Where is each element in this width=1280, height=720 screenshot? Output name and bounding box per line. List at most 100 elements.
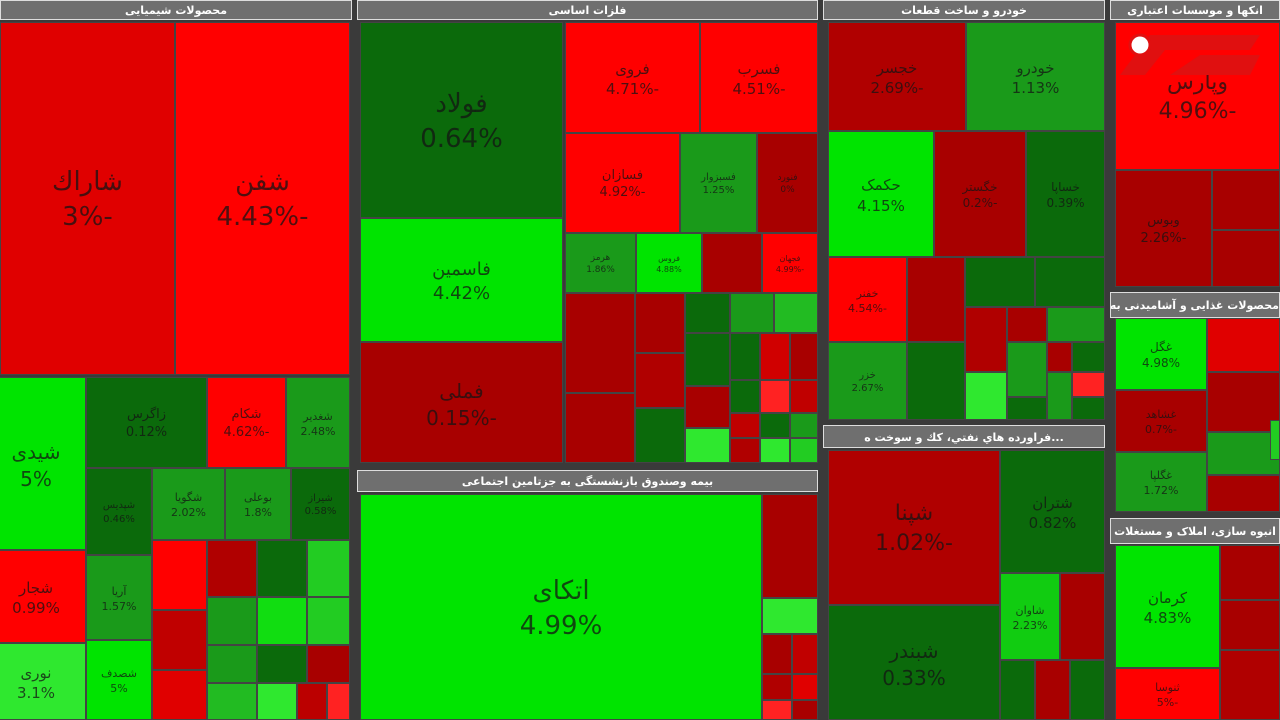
tile-change: 2.67% [851, 383, 884, 394]
tile: حکمک 4.15% [828, 131, 934, 257]
tile-name: شیراز [308, 492, 333, 504]
tile-change: -4.51% [732, 80, 786, 98]
tile-name: فسرب [737, 59, 781, 78]
tile-filler [1007, 397, 1047, 420]
tile-change: 0.82% [1028, 514, 1077, 532]
tile-filler [792, 700, 818, 720]
tile-change: -4.96% [1158, 99, 1237, 125]
tile-name: غشاهد [1145, 408, 1177, 422]
tile: زاگرس 0.12% [86, 377, 207, 468]
tile-name: شگویا [174, 491, 203, 505]
tile-filler [257, 540, 307, 597]
tile-change: -0.15% [426, 405, 497, 430]
tile-change: 0.99% [12, 599, 60, 617]
tile-name: فروس [658, 254, 680, 263]
tile-name: شتران [1032, 493, 1073, 512]
tile-filler [635, 408, 685, 463]
tile-filler [1207, 475, 1280, 512]
tile-filler [207, 645, 257, 683]
panel-title: فلزات اساسی [357, 0, 818, 20]
tile-name: شپنا [894, 501, 934, 526]
tile: غشاهد -0.7% [1115, 390, 1207, 452]
tile: شبندر 0.33% [828, 605, 1000, 720]
tile-filler [1220, 650, 1280, 720]
tile-change: 4.83% [1143, 609, 1192, 627]
tile-change: -5% [1156, 696, 1179, 710]
tile-change: 5% [20, 466, 52, 491]
tile-change: -4.71% [605, 80, 660, 98]
tile-filler [762, 674, 792, 700]
tile: فسبزوار 1.25% [680, 133, 757, 233]
tile-filler [1220, 600, 1280, 650]
tile-filler [1047, 342, 1072, 372]
tile: شاوان 2.23% [1000, 573, 1060, 660]
tile: خفنر -4.54% [828, 257, 907, 342]
tile-name: حکمک [861, 176, 901, 195]
tile-filler [685, 428, 730, 463]
tile-filler [790, 380, 818, 413]
tile-name: هرمز [590, 252, 611, 263]
tile: خودرو 1.13% [966, 22, 1105, 131]
tile-filler [1047, 372, 1072, 420]
logo [1120, 33, 1260, 75]
tile: کرمان 4.83% [1115, 545, 1220, 668]
tile: شپدیس 0.46% [86, 468, 152, 555]
tile-name: خساپا [1051, 180, 1080, 194]
tile-change: 1.25% [702, 185, 735, 196]
tile-filler [297, 683, 327, 720]
tile-name: شکام [231, 407, 262, 423]
tile-filler [1007, 307, 1047, 342]
tile-filler [1072, 397, 1105, 420]
tile-change: 4.42% [432, 282, 491, 304]
tile: فنورد 0% [757, 133, 818, 233]
panel-title: بیمه وصندوق بازنشستگی به جزتامین اجتماعی [357, 470, 818, 492]
tile-name: شاوان [1015, 603, 1045, 617]
tile-change: -4.62% [223, 424, 270, 440]
tile-name: فسازان [601, 167, 644, 183]
tile-name: بوعلی [243, 491, 273, 505]
tile: شصدف 5% [86, 640, 152, 720]
tile-change: 0.46% [103, 513, 135, 525]
tile-name: فروی [615, 59, 650, 78]
tile-filler [635, 293, 685, 353]
tile-filler [730, 333, 760, 380]
tile-filler [685, 293, 730, 333]
tile-filler [307, 597, 350, 645]
tile-filler [1047, 307, 1105, 342]
tile-filler [792, 674, 818, 700]
tile-filler [565, 293, 635, 393]
tile-change: 0.64% [420, 123, 503, 154]
tile-filler [152, 610, 207, 670]
tile-name: خجسر [876, 58, 918, 77]
tile-name: فجهان [779, 254, 801, 263]
tile: آریا 1.57% [86, 555, 152, 640]
tile-filler [685, 333, 730, 386]
tile-filler [307, 540, 350, 597]
tile: شیراز 0.58% [291, 468, 350, 540]
tile-name: شفن [235, 167, 290, 197]
tile-change: -2.69% [870, 79, 924, 97]
tile-filler [1035, 257, 1105, 307]
tile-change: -4.54% [848, 301, 887, 315]
tile: خساپا 0.39% [1026, 131, 1105, 257]
tile-change: 2.02% [171, 506, 206, 520]
tile-filler [1212, 230, 1280, 287]
tile-filler [760, 438, 790, 463]
tile-name: فسبزوار [701, 171, 736, 183]
tile-change: 4.98% [1141, 356, 1181, 371]
tile: شجار 0.99% [0, 550, 86, 643]
tile-name: آریا [111, 584, 127, 598]
tile-filler [760, 333, 790, 380]
tile-change: -0.7% [1145, 423, 1177, 437]
tile: شفن -4.43% [175, 22, 350, 375]
tile-name: فولاد [435, 88, 488, 119]
tile-filler [207, 597, 257, 645]
tile: شیدی 5% [0, 377, 86, 550]
tile-filler [307, 645, 350, 683]
tile: فملی -0.15% [360, 342, 563, 463]
tile-filler [327, 683, 350, 720]
tile: فروی -4.71% [565, 22, 700, 133]
panel-title: انکها و موسسات اعتباری [1110, 0, 1280, 20]
tile-filler [730, 413, 760, 438]
tile-filler [565, 393, 635, 463]
